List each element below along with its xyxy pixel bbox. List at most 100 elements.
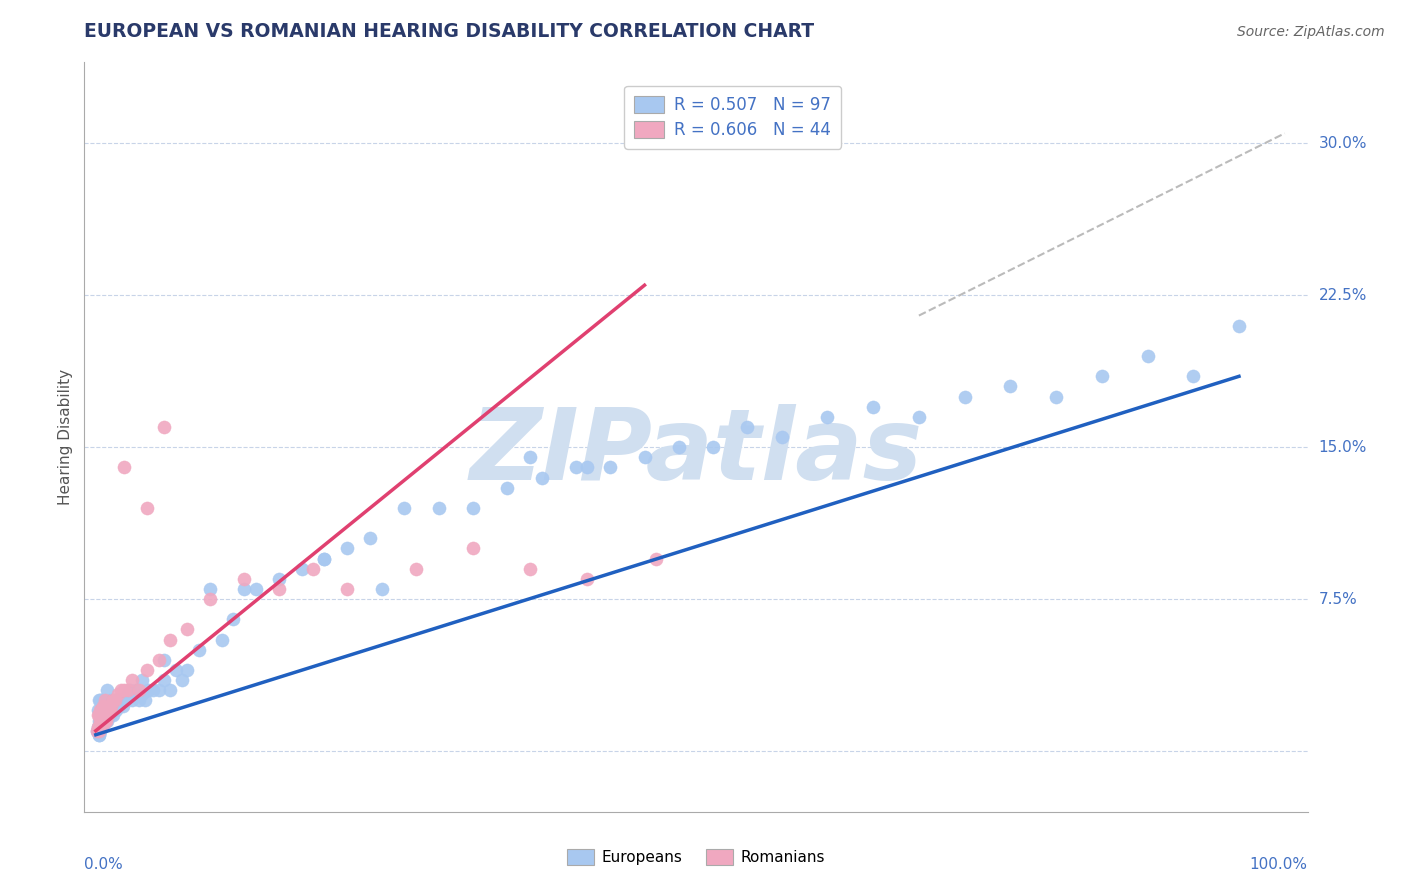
Point [94,714,117,728]
Point [159,632,181,647]
Point [90,720,112,734]
Point [599,460,621,475]
Point [101,707,124,722]
Point [565,460,588,475]
Point [89,707,111,722]
Point [89,714,111,728]
Point [94,714,117,728]
Point [98,707,121,722]
Point [496,481,519,495]
Point [176,663,198,677]
Point [112,683,135,698]
Point [93,714,115,728]
Point [336,541,359,556]
Point [90,720,112,734]
Point [94,703,117,717]
Point [121,673,143,687]
Point [370,582,392,596]
Point [89,693,111,707]
Point [87,720,110,734]
Point [165,663,187,677]
Point [233,572,256,586]
Point [770,430,793,444]
Point [101,699,124,714]
Text: 30.0%: 30.0% [1319,136,1367,151]
Point [87,703,110,717]
Point [211,632,233,647]
Point [862,400,884,414]
Point [576,460,599,475]
Point [86,723,108,738]
Text: EUROPEAN VS ROMANIAN HEARING DISABILITY CORRELATION CHART: EUROPEAN VS ROMANIAN HEARING DISABILITY … [84,22,814,41]
Point [359,532,381,546]
Point [245,582,267,596]
Point [103,699,125,714]
Point [138,683,160,698]
Point [142,683,165,698]
Point [576,572,599,586]
Point [134,693,156,707]
Point [148,683,170,698]
Point [817,409,839,424]
Point [89,723,111,738]
Point [104,693,127,707]
Point [91,714,114,728]
Point [645,551,668,566]
Point [89,728,111,742]
Y-axis label: Hearing Disability: Hearing Disability [58,369,73,505]
Point [87,707,110,722]
Point [1045,390,1067,404]
Point [90,703,112,717]
Point [114,693,136,707]
Point [405,562,427,576]
Point [94,693,117,707]
Point [908,409,931,424]
Point [107,699,129,714]
Text: 7.5%: 7.5% [1319,591,1357,607]
Point [94,714,117,728]
Point [1136,349,1159,363]
Point [100,703,122,717]
Point [105,703,128,717]
Point [91,699,114,714]
Point [633,450,655,465]
Point [136,663,159,677]
Point [96,707,118,722]
Point [461,541,484,556]
Point [233,582,256,596]
Point [461,500,484,515]
Point [222,612,245,626]
Point [159,683,181,698]
Point [117,687,139,701]
Text: ZIPatlas: ZIPatlas [470,403,922,500]
Text: 22.5%: 22.5% [1319,288,1367,302]
Point [737,420,759,434]
Point [101,693,124,707]
Point [128,693,150,707]
Point [148,653,170,667]
Point [104,693,127,707]
Point [110,693,132,707]
Point [93,714,115,728]
Point [702,440,724,454]
Point [1182,369,1205,384]
Point [94,714,117,728]
Point [94,714,117,728]
Point [98,703,121,717]
Point [90,707,112,722]
Point [89,703,111,717]
Point [198,582,221,596]
Point [98,693,121,707]
Point [101,703,124,717]
Point [89,728,111,742]
Point [302,562,325,576]
Legend: Europeans, Romanians: Europeans, Romanians [561,843,831,871]
Point [94,699,117,714]
Point [87,723,110,738]
Point [519,562,541,576]
Point [290,562,312,576]
Point [314,551,336,566]
Point [107,687,129,701]
Point [86,723,108,738]
Point [96,714,118,728]
